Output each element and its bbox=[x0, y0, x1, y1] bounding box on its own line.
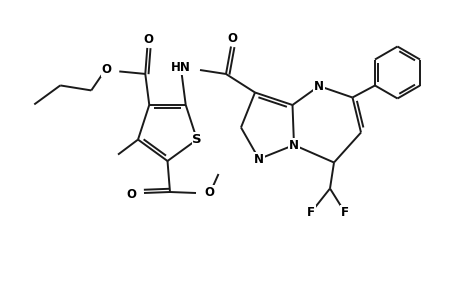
Text: N: N bbox=[288, 139, 298, 152]
Text: O: O bbox=[203, 185, 213, 199]
Text: N: N bbox=[253, 152, 263, 166]
Text: O: O bbox=[143, 33, 153, 46]
Text: F: F bbox=[306, 206, 314, 219]
Text: F: F bbox=[340, 206, 348, 219]
Text: S: S bbox=[192, 133, 202, 146]
Text: O: O bbox=[101, 63, 111, 76]
Text: O: O bbox=[226, 32, 236, 45]
Text: HN: HN bbox=[171, 61, 190, 74]
Text: N: N bbox=[313, 80, 323, 92]
Text: O: O bbox=[126, 188, 136, 200]
